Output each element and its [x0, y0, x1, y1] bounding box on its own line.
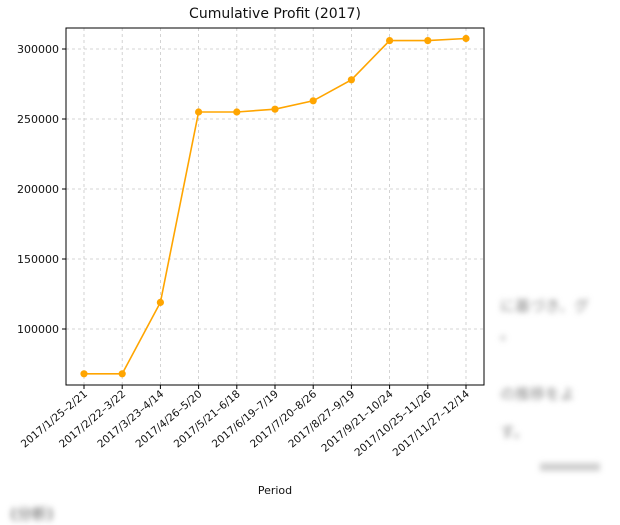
background-text-line: に基づき、グ: [500, 297, 589, 315]
x-tick-label: 2017/2/22–3/22: [57, 388, 128, 450]
data-point: [424, 37, 432, 45]
plot-frame: [65, 27, 485, 386]
x-tick-label: 2017/1/25–2/21: [19, 388, 90, 450]
x-tick-label: 2017/3/23–4/14: [95, 388, 166, 451]
background-text-line: の推移をよ: [500, 385, 576, 403]
data-point: [309, 97, 317, 105]
data-point: [233, 108, 241, 116]
y-tick-label: 150000: [17, 253, 59, 266]
data-point: [195, 108, 203, 116]
data-point: [462, 34, 470, 43]
background-text-line: 。: [500, 325, 516, 343]
x-tick-label: 2017/7/20–8/26: [248, 388, 319, 451]
x-tick-label: 2017/8/27–9/19: [286, 388, 357, 450]
background-text-line: す。: [500, 423, 529, 441]
data-point: [118, 370, 126, 378]
x-tick-label: 2017/5/21–6/18: [172, 388, 243, 450]
grid-layer: [66, 28, 484, 385]
y-tick-label: 300000: [17, 43, 59, 56]
data-point: [386, 37, 394, 45]
chart-title: Cumulative Profit (2017): [189, 6, 361, 22]
data-point: [347, 76, 355, 84]
data-point: [271, 105, 279, 113]
x-tick-label: 2017/4/26–5/20: [133, 388, 204, 450]
x-axis-label: Period: [258, 484, 292, 497]
background-blur-block: [540, 463, 600, 471]
y-tick-label: 200000: [17, 183, 59, 196]
data-point: [80, 370, 88, 378]
background-text-heading: (分析): [10, 505, 54, 523]
x-tick-label: 2017/6/19–7/19: [210, 388, 281, 450]
y-tick-label: 100000: [17, 323, 59, 336]
y-tick-label: 250000: [17, 113, 59, 126]
axis-layer: 2017/1/25–2/212017/2/22–3/222017/3/23–4/…: [17, 43, 472, 459]
data-point: [156, 298, 164, 306]
series-layer: [80, 34, 470, 378]
